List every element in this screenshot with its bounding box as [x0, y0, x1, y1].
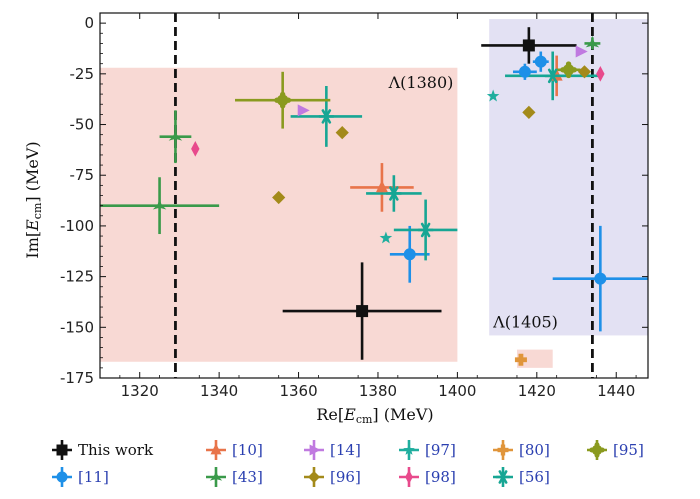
legend-item-8: [98]	[399, 467, 456, 487]
data-point-4-2	[168, 128, 183, 141]
data-point-7-1	[379, 231, 393, 244]
legend-item-7: [97]	[399, 440, 456, 460]
legend-label-11: [95]	[613, 441, 644, 459]
data-point-4-3	[585, 35, 600, 48]
data-point-11-1	[274, 91, 292, 109]
legend-marker-10	[495, 470, 511, 484]
legend-label-6: [96]	[330, 468, 361, 486]
legend-label-1: This work	[78, 441, 154, 459]
data-point-6-4	[577, 65, 592, 79]
data-point-8-2	[596, 66, 605, 82]
legend-item-4: [43]	[206, 467, 263, 487]
legend-item-3: [10]	[206, 440, 263, 460]
y-tick-label-3: -50	[70, 116, 95, 134]
y-axis-title: Im[Ecm] (MeV)	[23, 141, 44, 258]
legend-label-10: [56]	[519, 468, 550, 486]
legend-label-4: [43]	[232, 468, 263, 486]
data-point-2-1	[403, 248, 416, 261]
legend-marker-4	[209, 469, 223, 481]
legend-marker-1	[56, 444, 68, 456]
y-tick-label-2: -25	[70, 65, 95, 83]
data-point-8-1	[191, 141, 200, 157]
legend-marker-2	[56, 471, 68, 483]
legend-item-2: [11]	[52, 467, 109, 487]
legend-label-3: [10]	[232, 441, 263, 459]
legend-item-5: [14]	[304, 440, 361, 460]
data-point-10-4	[544, 68, 561, 84]
y-tick-label-4: -75	[70, 166, 95, 184]
axis-ticks: 1320 1340 1360 1380 1400 1420 1440 0 -25 -50 -75 -1…	[60, 13, 648, 400]
data-point-2-3	[518, 65, 531, 78]
x-tick-label-3: 1360	[279, 382, 317, 400]
legend-label-5: [14]	[330, 441, 361, 459]
legend-label-8: [98]	[425, 468, 456, 486]
data-point-7-2	[486, 89, 500, 102]
data-point-10-3	[318, 109, 335, 124]
data-point-2-4	[534, 55, 547, 68]
x-tick-label-1: 1320	[121, 382, 159, 400]
data-point-4-1	[152, 197, 167, 210]
y-tick-label-5: -100	[60, 217, 94, 235]
legend-marker-7	[403, 443, 415, 455]
y-tick-label-1: 0	[84, 14, 94, 32]
legend-label-2: [11]	[78, 468, 109, 486]
data-point-6-1	[272, 190, 286, 205]
legend-item-6: [96]	[304, 467, 361, 487]
region-label-2: Λ(1405)	[492, 312, 558, 331]
region-band-1	[100, 67, 458, 362]
legend-item-9: [80]	[493, 440, 550, 460]
data-point-1-2	[522, 39, 535, 52]
x-axis-title: Re[Ecm] (MeV)	[316, 405, 433, 426]
data-point-6-2	[335, 126, 349, 140]
legend-item-11: [95]	[587, 440, 644, 460]
data-point-1-1	[356, 305, 369, 318]
x-tick-label-7: 1440	[597, 382, 635, 400]
legend-label-9: [80]	[519, 441, 550, 459]
data-point-5-1	[297, 104, 310, 117]
y-tick-label-8: -175	[60, 369, 94, 387]
legend-marker-5	[309, 444, 321, 456]
legend-marker-6	[307, 470, 321, 484]
x-tick-label-5: 1400	[438, 382, 476, 400]
legend-item-1: This work	[52, 440, 154, 460]
region-labels: Λ(1380) Λ(1405)	[388, 73, 558, 332]
legend-marker-11	[589, 442, 605, 458]
y-tick-label-7: -150	[60, 318, 94, 336]
legend-marker-3	[210, 443, 222, 455]
legend-marker-9	[497, 444, 509, 456]
region-label-1: Λ(1380)	[388, 73, 454, 92]
data-point-9-1	[514, 353, 527, 366]
data-point-6-3	[522, 105, 536, 119]
data-point-11-2	[560, 61, 577, 79]
data-point-3-1	[375, 180, 388, 193]
data-point-5-2	[575, 45, 588, 58]
x-tick-label-2: 1340	[200, 382, 238, 400]
region-band-3	[516, 349, 553, 368]
data-point-10-1	[385, 186, 403, 201]
x-tick-label-6: 1420	[518, 382, 556, 400]
legend-item-10: [56]	[493, 467, 550, 487]
data-point-2-2	[594, 272, 607, 285]
legend-label-7: [97]	[425, 441, 456, 459]
reference-lines-layer	[174, 13, 594, 378]
legend-marker-8	[405, 469, 413, 485]
x-tick-label-4: 1380	[359, 382, 397, 400]
y-tick-label-6: -125	[60, 268, 94, 286]
data-point-10-2	[417, 222, 434, 238]
markers-layer	[152, 35, 607, 366]
legend: This work [11] [10] [43] [14] [96] [97] [98] [80…	[52, 440, 644, 487]
